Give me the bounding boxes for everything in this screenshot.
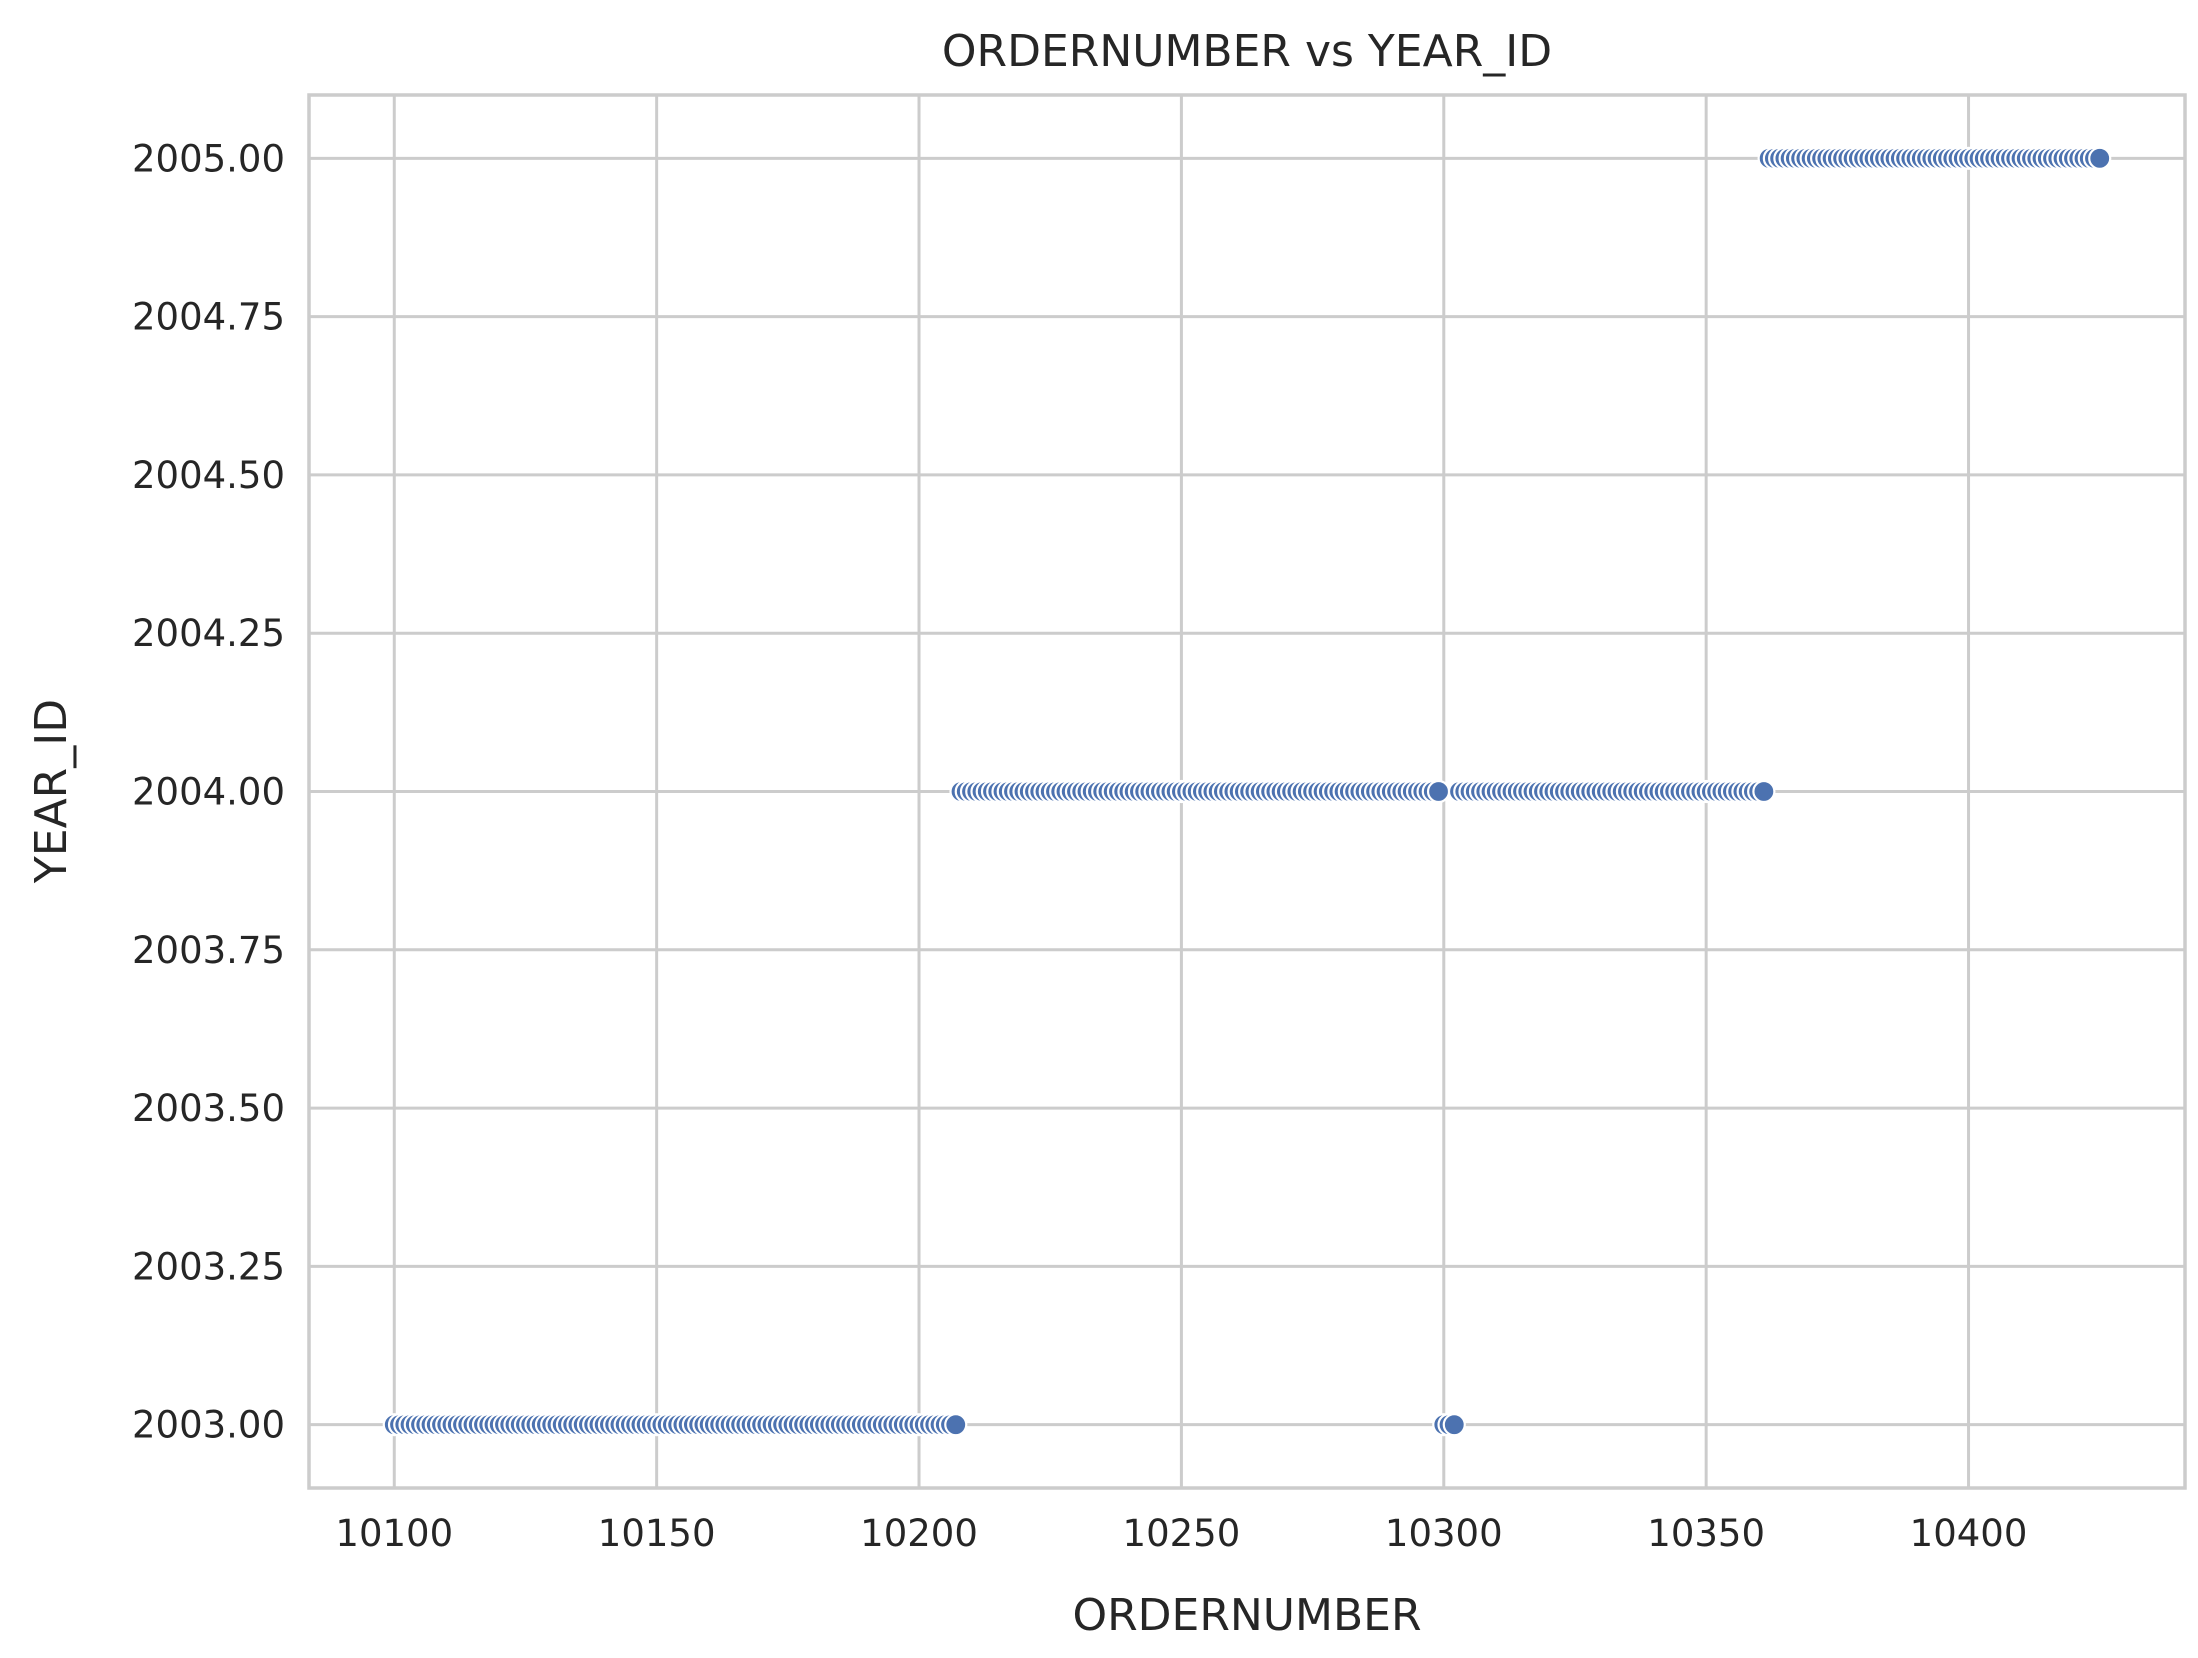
x-tick-label: 10250	[1123, 1512, 1241, 1555]
y-tick-label: 2003.50	[132, 1087, 285, 1130]
y-axis-ticks: 2003.00 2003.25 2003.50 2003.75 2004.00 2004.…	[132, 137, 285, 1446]
y-tick-label: 2004.25	[132, 612, 285, 655]
plot-frame	[307, 93, 2187, 1490]
x-tick-label: 10150	[598, 1512, 716, 1555]
data-point	[944, 1413, 968, 1437]
data-point	[1426, 779, 1451, 804]
y-tick-label: 2003.25	[132, 1245, 285, 1288]
x-tick-label: 10300	[1385, 1512, 1503, 1555]
data-point	[1752, 779, 1776, 804]
data-points	[382, 146, 2112, 1437]
y-tick-label: 2003.75	[132, 929, 285, 972]
chart-title: ORDERNUMBER vs YEAR_ID	[942, 26, 1552, 77]
y-tick-label: 2005.00	[132, 137, 285, 180]
x-tick-label: 10200	[860, 1512, 978, 1555]
y-tick-label: 2004.00	[132, 771, 285, 814]
y-tick-label: 2004.75	[132, 296, 285, 339]
x-tick-label: 10100	[335, 1512, 453, 1555]
x-axis-label: ORDERNUMBER	[1072, 1590, 1421, 1641]
data-point	[2088, 146, 2112, 170]
data-point	[1442, 1413, 1466, 1437]
x-tick-label: 10400	[1910, 1512, 2028, 1555]
y-tick-label: 2003.00	[132, 1404, 285, 1447]
x-axis-ticks: 10100 10150 10200 10250 10300 10350 10400	[335, 1512, 2027, 1555]
x-tick-label: 10350	[1647, 1512, 1765, 1555]
y-tick-label: 2004.50	[132, 454, 285, 497]
y-axis-label: YEAR_ID	[26, 699, 77, 884]
